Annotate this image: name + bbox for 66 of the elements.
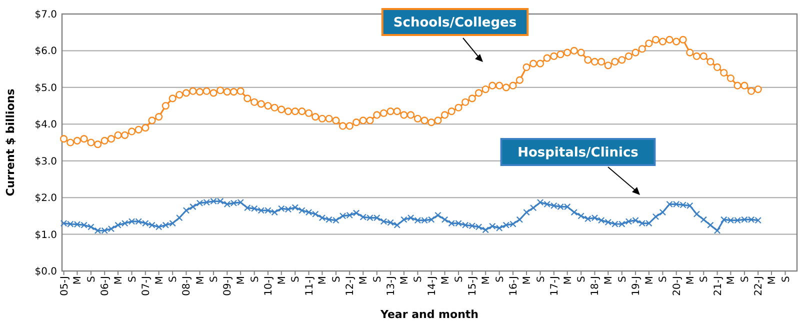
x-tick-label: S xyxy=(168,276,180,282)
x-tick-label: S xyxy=(494,276,506,282)
x-tick-label: S xyxy=(250,276,261,282)
x-tick-label: 15-J xyxy=(468,276,479,296)
x-tick-label: 22-J xyxy=(754,276,765,296)
y-axis-title: Current $ billions xyxy=(4,88,17,196)
x-tick-label: 07-J xyxy=(140,276,152,296)
x-tick-label: 19-J xyxy=(631,276,642,296)
x-tick-label: S xyxy=(617,276,628,282)
x-tick-label: S xyxy=(454,276,466,282)
x-tick-label: M xyxy=(114,276,125,285)
x-tick-label: S xyxy=(331,276,342,282)
x-tick-label: 08-J xyxy=(182,276,193,296)
y-tick-label: $4.0 xyxy=(34,120,57,131)
y-tick-label: $1.0 xyxy=(34,230,57,241)
x-tick-label: S xyxy=(740,276,751,282)
x-tick-label: M xyxy=(72,276,84,285)
x-tick-label: M xyxy=(154,276,166,285)
x-tick-label: M xyxy=(644,276,656,285)
x-tick-label: S xyxy=(290,276,302,282)
x-tick-label: M xyxy=(767,276,778,285)
y-tick-label: $6.0 xyxy=(34,46,57,58)
x-tick-label: 06-J xyxy=(100,276,112,296)
x-tick-label: S xyxy=(86,276,98,282)
x-tick-label: M xyxy=(726,276,738,285)
x-tick-label: M xyxy=(562,276,574,285)
x-tick-label: M xyxy=(440,276,452,285)
x-tick-label: S xyxy=(536,276,547,282)
x-tick-label: 12-J xyxy=(345,276,356,296)
x-tick-label: 11-J xyxy=(304,276,316,296)
x-tick-label: 10-J xyxy=(263,276,274,296)
x-tick-label: 14-J xyxy=(426,276,438,296)
y-tick-label: $5.0 xyxy=(34,82,57,94)
x-tick-label: M xyxy=(522,276,534,285)
x-tick-label: 18-J xyxy=(590,276,602,296)
x-tick-label: M xyxy=(276,276,288,285)
x-tick-label: M xyxy=(358,276,370,285)
x-tick-label: 13-J xyxy=(386,276,398,296)
x-axis-title: Year and month xyxy=(380,308,478,321)
y-tick-label: $0.0 xyxy=(34,266,57,278)
y-tick-label: $3.0 xyxy=(34,156,57,168)
x-tick-label: S xyxy=(780,276,792,282)
x-tick-label: S xyxy=(372,276,384,282)
x-tick-label: M xyxy=(481,276,492,285)
y-tick-label: $2.0 xyxy=(34,193,57,204)
y-tick-label: $7.0 xyxy=(34,10,57,20)
x-tick-label: S xyxy=(209,276,220,282)
x-tick-label: S xyxy=(127,276,138,282)
x-tick-label: 16-J xyxy=(508,276,520,296)
x-tick-label: M xyxy=(318,276,329,285)
x-tick-label: M xyxy=(399,276,410,285)
x-tick-label: 05-J xyxy=(59,276,70,296)
x-tick-label: 17-J xyxy=(549,276,560,296)
x-tick-label: 21-J xyxy=(712,276,724,296)
x-tick-label: M xyxy=(195,276,206,285)
x-tick-label: M xyxy=(604,276,615,285)
x-tick-label: S xyxy=(413,276,424,282)
text: Hospitals/Clinics xyxy=(518,146,639,161)
x-tick-label: S xyxy=(658,276,670,282)
x-tick-label: M xyxy=(236,276,248,285)
x-tick-label: M xyxy=(685,276,696,285)
x-tick-label: S xyxy=(699,276,710,282)
x-tick-label: 09-J xyxy=(222,276,234,296)
text: Schools/Colleges xyxy=(393,16,517,31)
x-tick-label: S xyxy=(576,276,588,282)
x-tick-label: 20-J xyxy=(672,276,683,296)
